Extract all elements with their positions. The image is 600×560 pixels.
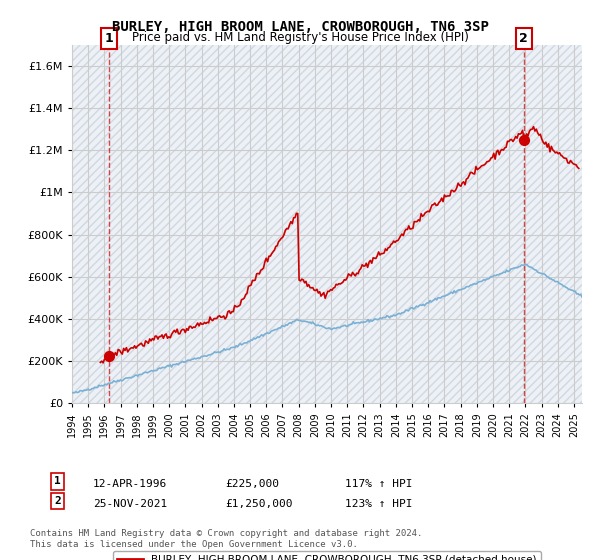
- Point: [519, 135, 529, 144]
- Text: Price paid vs. HM Land Registry's House Price Index (HPI): Price paid vs. HM Land Registry's House …: [131, 31, 469, 44]
- Text: 1: 1: [104, 32, 113, 45]
- Point: [104, 351, 114, 360]
- Text: £1,250,000: £1,250,000: [225, 499, 293, 509]
- Text: 2: 2: [54, 496, 61, 506]
- Text: 12-APR-1996: 12-APR-1996: [93, 479, 167, 489]
- Text: 25-NOV-2021: 25-NOV-2021: [93, 499, 167, 509]
- Text: £225,000: £225,000: [225, 479, 279, 489]
- Text: 1: 1: [54, 477, 61, 487]
- Text: BURLEY, HIGH BROOM LANE, CROWBOROUGH, TN6 3SP: BURLEY, HIGH BROOM LANE, CROWBOROUGH, TN…: [112, 20, 488, 34]
- Text: 123% ↑ HPI: 123% ↑ HPI: [345, 499, 413, 509]
- Text: 117% ↑ HPI: 117% ↑ HPI: [345, 479, 413, 489]
- Legend: BURLEY, HIGH BROOM LANE, CROWBOROUGH, TN6 3SP (detached house), HPI: Average pri: BURLEY, HIGH BROOM LANE, CROWBOROUGH, TN…: [113, 551, 541, 560]
- Text: 2: 2: [519, 32, 528, 45]
- Text: Contains HM Land Registry data © Crown copyright and database right 2024.
This d: Contains HM Land Registry data © Crown c…: [30, 529, 422, 549]
